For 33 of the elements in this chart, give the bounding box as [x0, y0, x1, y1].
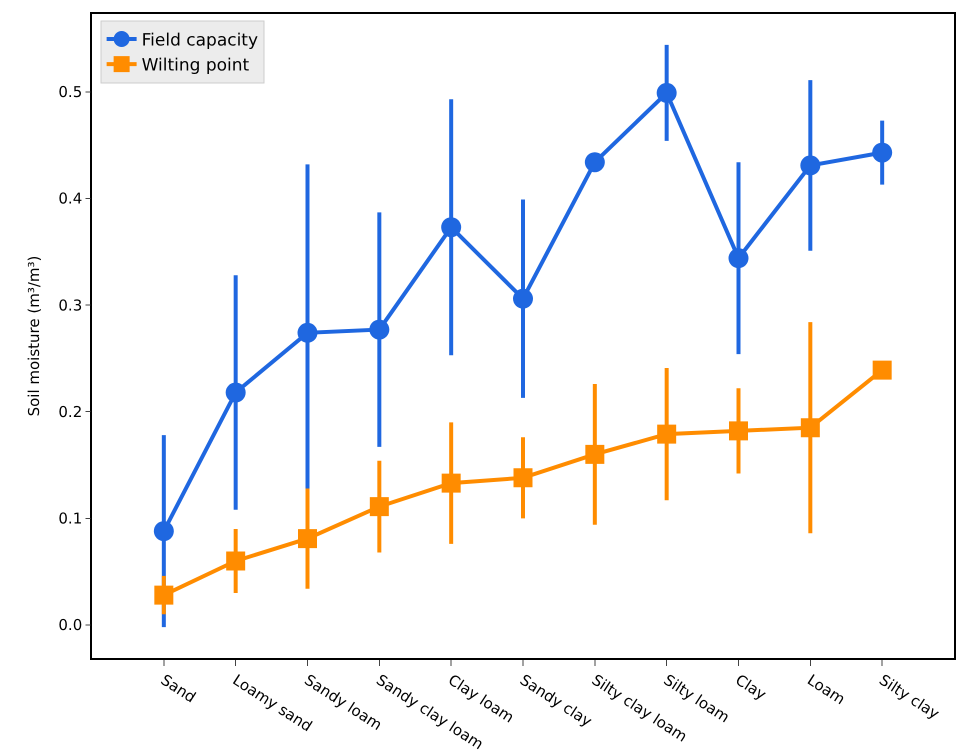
point [298, 529, 317, 548]
point [872, 142, 892, 163]
point [729, 421, 748, 440]
y-tick-label: 0.4 [58, 190, 82, 208]
y-tick-label: 0.0 [58, 616, 82, 634]
point [584, 152, 605, 172]
point [441, 217, 462, 238]
point [442, 474, 461, 493]
y-tick-label: 0.5 [58, 83, 82, 102]
point [657, 424, 676, 444]
point [513, 288, 533, 309]
y-tick-label: 0.1 [58, 510, 82, 528]
y-tick-label: 0.3 [58, 296, 82, 314]
y-tick-label: 0.2 [58, 402, 82, 421]
legend-label: Wilting point [142, 56, 250, 76]
point [800, 155, 820, 176]
point [369, 320, 390, 340]
y-axis-title: Soil moisture (m³/m³) [25, 256, 44, 416]
point [298, 322, 318, 343]
point [728, 248, 748, 268]
legend-label: Field capacity [142, 30, 258, 51]
point [370, 497, 389, 516]
point [514, 468, 532, 488]
x-tick-label: Silty clay [876, 670, 943, 723]
point [872, 360, 892, 380]
point [585, 444, 604, 464]
point [226, 551, 246, 570]
point [154, 586, 174, 605]
point [226, 382, 246, 402]
x-tick-label: Clay [732, 670, 770, 704]
point [800, 418, 820, 438]
point [656, 82, 677, 103]
point [154, 521, 174, 542]
